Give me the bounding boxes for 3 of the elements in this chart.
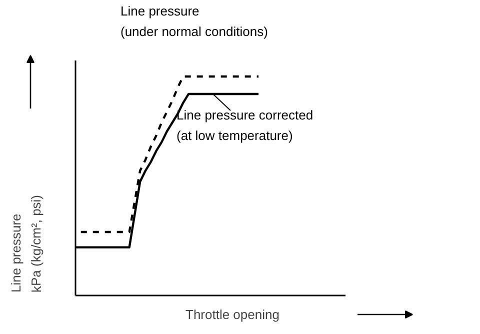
text: Line pressure (under normal conditions) <box>120 4 268 39</box>
x-axis-title: Throttle opening <box>186 307 280 322</box>
y-axis-title: Line pressure kPa (kg/cm², psi) <box>8 194 44 292</box>
